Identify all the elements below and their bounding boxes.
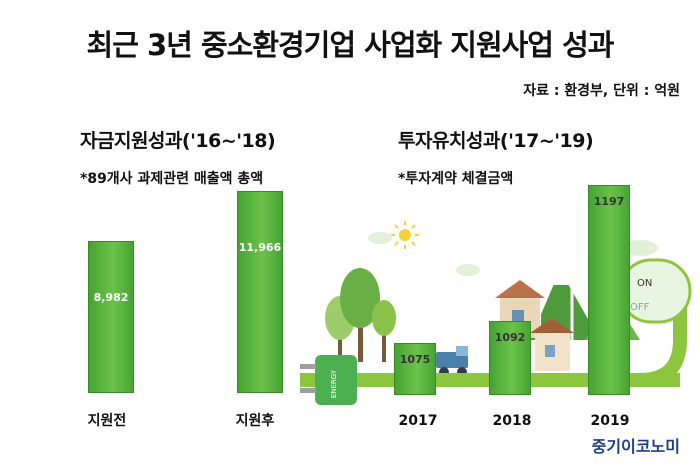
tree-icon — [325, 268, 396, 362]
category-label-before: 지원전 — [87, 413, 127, 429]
bar-2017 — [394, 343, 436, 395]
source-note: 자료 : 환경부, 단위 : 억원 — [523, 83, 680, 99]
bar-after-support — [237, 191, 283, 393]
data-label-2018: 1092 — [494, 331, 526, 345]
data-label-2017: 1075 — [399, 353, 431, 367]
page-title: 최근 3년 중소환경기업 사업화 지원사업 성과 — [86, 28, 615, 62]
cloud-icon — [368, 232, 658, 276]
plug-label: ENERGY — [330, 369, 338, 398]
category-label-2019: 2019 — [590, 413, 630, 429]
sun-icon — [391, 221, 419, 249]
category-label-2018: 2018 — [492, 413, 532, 429]
switch-on-label: ON — [637, 278, 652, 289]
data-label-after: 11,966 — [238, 241, 282, 254]
data-label-before: 8,982 — [93, 291, 129, 305]
truck-icon — [436, 346, 468, 377]
switch-icon: ON OFF — [618, 258, 692, 324]
brand-logo: 중기이코노미 — [591, 437, 680, 456]
bar-before-support — [88, 241, 134, 393]
right-chart-note: *투자계약 체결금액 — [398, 171, 514, 187]
left-chart-title: 자금지원성과('16~'18) — [80, 130, 276, 152]
category-label-2017: 2017 — [398, 413, 438, 429]
switch-off-label: OFF — [630, 302, 650, 313]
right-chart-title: 투자유치성과('17~'19) — [398, 130, 594, 152]
left-chart-note: *89개사 과제관련 매출액 총액 — [80, 171, 264, 187]
data-label-2019: 1197 — [593, 195, 625, 208]
category-label-after: 지원후 — [235, 413, 275, 429]
bar-2018 — [489, 321, 531, 395]
plug-icon: ENERGY — [300, 355, 357, 405]
bar-2019 — [588, 185, 630, 395]
